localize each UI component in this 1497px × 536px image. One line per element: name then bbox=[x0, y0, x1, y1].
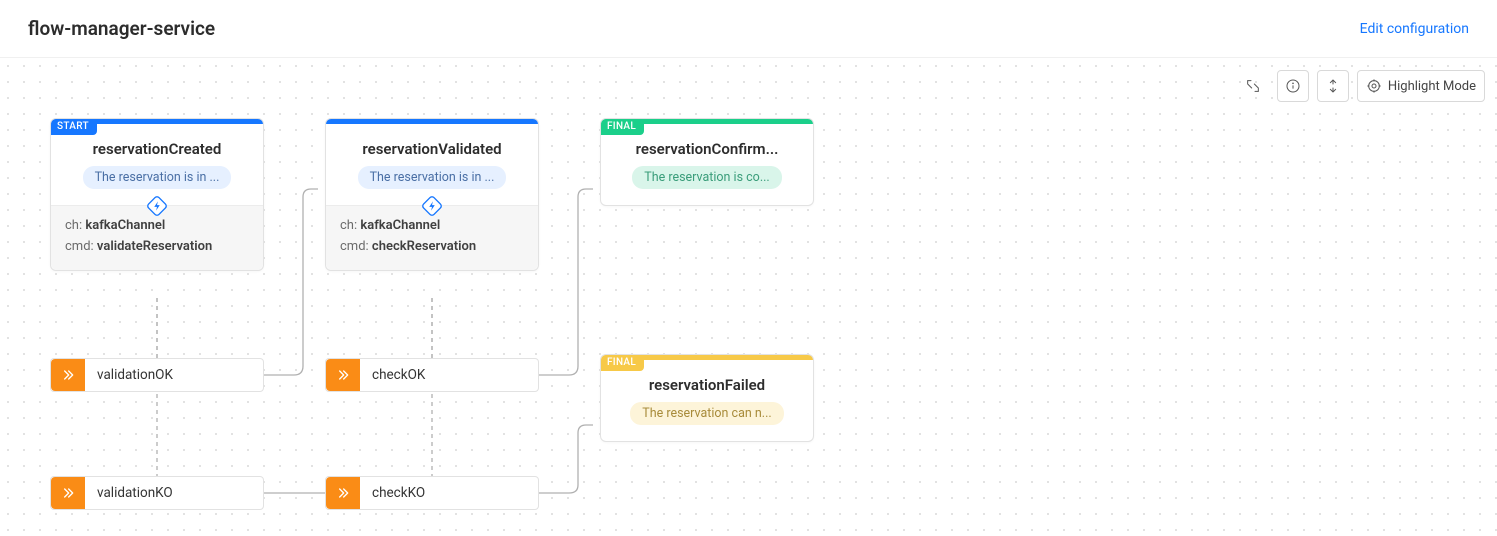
command-channel: ch: kafkaChannel bbox=[65, 216, 249, 237]
node-title: reservationFailed bbox=[615, 376, 799, 394]
node-subtitle: The reservation is in ... bbox=[83, 166, 232, 189]
chevrons-right-icon bbox=[51, 359, 85, 391]
highlight-mode-button[interactable]: Highlight Mode bbox=[1357, 70, 1485, 102]
state-node-n3[interactable]: FINAL reservationFailed The reservation ca… bbox=[600, 354, 814, 442]
expand-button[interactable] bbox=[1237, 70, 1269, 102]
node-tag: FINAL bbox=[601, 119, 644, 135]
chevrons-right-icon bbox=[326, 359, 360, 391]
transition-t2[interactable]: checkOK bbox=[325, 358, 539, 392]
node-body: reservationValidated The reservation is i… bbox=[326, 124, 538, 206]
node-command-block: ch: kafkaChannelcmd: checkReservation bbox=[326, 206, 538, 270]
state-node-n2[interactable]: FINAL reservationConfirm... The reservatio… bbox=[600, 118, 814, 206]
node-title: reservationCreated bbox=[65, 140, 249, 158]
target-icon bbox=[1366, 78, 1382, 94]
transition-t3[interactable]: checkKO bbox=[325, 476, 539, 510]
transition-t0[interactable]: validationOK bbox=[50, 358, 264, 392]
transition-label: validationKO bbox=[85, 477, 263, 509]
bolt-icon bbox=[421, 195, 443, 217]
node-title: reservationConfirm... bbox=[615, 140, 799, 158]
node-tag: START bbox=[51, 119, 97, 135]
highlight-mode-label: Highlight Mode bbox=[1388, 79, 1476, 94]
fit-view-button[interactable] bbox=[1317, 70, 1349, 102]
node-subtitle: The reservation is in ... bbox=[358, 166, 507, 189]
expand-icon bbox=[1245, 78, 1261, 94]
transition-label: checkKO bbox=[360, 477, 538, 509]
node-tag: FINAL bbox=[601, 355, 644, 371]
state-node-n0[interactable]: START reservationCreated The reservation i… bbox=[50, 118, 264, 271]
edge-t3-n3 bbox=[539, 425, 593, 493]
transition-label: validationOK bbox=[85, 359, 263, 391]
flow-canvas[interactable]: Highlight Mode START reservationCreated Th… bbox=[0, 58, 1497, 536]
collapse-icon bbox=[1325, 78, 1341, 94]
node-subtitle: The reservation can n... bbox=[630, 402, 783, 425]
edit-configuration-link[interactable]: Edit configuration bbox=[1360, 21, 1469, 37]
node-command-block: ch: kafkaChannelcmd: validateReservation bbox=[51, 206, 263, 270]
transition-t1[interactable]: validationKO bbox=[50, 476, 264, 510]
info-icon bbox=[1285, 78, 1301, 94]
node-body: reservationFailed The reservation can n..… bbox=[601, 360, 813, 441]
page-title: flow-manager-service bbox=[28, 17, 215, 40]
chevrons-right-icon bbox=[51, 477, 85, 509]
command-cmd: cmd: validateReservation bbox=[65, 237, 249, 258]
command-channel: ch: kafkaChannel bbox=[340, 216, 524, 237]
edge-t2-n2 bbox=[539, 189, 593, 375]
command-cmd: cmd: checkReservation bbox=[340, 237, 524, 258]
node-body: reservationConfirm... The reservation is … bbox=[601, 124, 813, 205]
chevrons-right-icon bbox=[326, 477, 360, 509]
node-subtitle: The reservation is co... bbox=[632, 166, 781, 189]
node-title: reservationValidated bbox=[340, 140, 524, 158]
canvas-toolbar: Highlight Mode bbox=[1237, 70, 1485, 102]
edge-t0-n1 bbox=[264, 189, 318, 375]
node-body: reservationCreated The reservation is in … bbox=[51, 124, 263, 206]
info-button[interactable] bbox=[1277, 70, 1309, 102]
transition-label: checkOK bbox=[360, 359, 538, 391]
bolt-icon bbox=[146, 195, 168, 217]
state-node-n1[interactable]: reservationValidated The reservation is i… bbox=[325, 118, 539, 271]
